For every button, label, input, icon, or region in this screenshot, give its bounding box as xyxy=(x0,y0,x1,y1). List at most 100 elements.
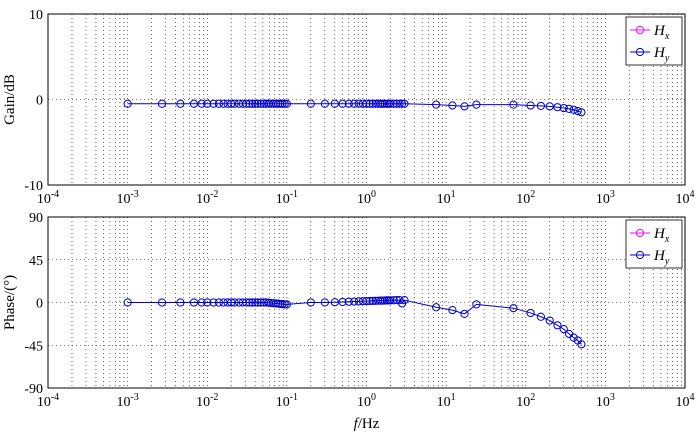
data-point xyxy=(280,300,289,309)
y-axis-label: Gain/dB xyxy=(2,74,18,125)
data-point xyxy=(386,296,395,305)
x-tick-label: 10-4 xyxy=(37,392,59,410)
x-tick-label: 10-4 xyxy=(37,189,59,207)
x-tick-label: 101 xyxy=(437,392,456,410)
data-point xyxy=(227,298,236,307)
data-point xyxy=(256,298,265,307)
data-point xyxy=(245,99,254,108)
data-point xyxy=(306,298,315,307)
data-point xyxy=(209,298,218,307)
data-point xyxy=(197,298,206,307)
data-point xyxy=(344,99,353,108)
x-tick-label: 100 xyxy=(357,189,376,207)
legend-label: Hx xyxy=(653,226,670,245)
legend-box xyxy=(625,219,683,269)
data-point xyxy=(176,99,185,108)
data-point xyxy=(509,304,518,313)
data-point xyxy=(276,99,285,108)
data-point xyxy=(271,299,281,308)
series-Hy xyxy=(123,99,586,117)
legend-marker xyxy=(635,25,645,35)
data-point xyxy=(432,100,441,109)
plot-frame xyxy=(47,216,686,389)
data-point xyxy=(559,325,568,334)
legend-label: Hy xyxy=(653,45,670,64)
data-point xyxy=(577,340,586,349)
data-point xyxy=(157,298,167,307)
x-axis-label: f/Hz xyxy=(354,416,380,432)
y-tick-label: -90 xyxy=(24,382,43,397)
y-tick-label: -45 xyxy=(24,339,43,354)
data-point xyxy=(368,99,377,108)
data-point xyxy=(545,102,554,111)
data-point xyxy=(460,309,469,318)
data-point xyxy=(197,99,206,108)
data-point xyxy=(376,99,385,108)
data-point xyxy=(553,103,562,112)
data-point xyxy=(400,296,409,305)
data-point xyxy=(230,298,239,307)
data-point xyxy=(350,297,359,306)
data-point xyxy=(338,297,347,307)
x-tick-label: 10-3 xyxy=(116,189,138,207)
data-point xyxy=(320,298,329,307)
data-point xyxy=(189,298,199,307)
data-point xyxy=(274,99,283,108)
data-point xyxy=(203,99,212,108)
data-point xyxy=(365,296,374,306)
data-point xyxy=(376,296,385,305)
data-point xyxy=(536,101,546,111)
data-point xyxy=(123,298,132,307)
data-point xyxy=(362,296,371,306)
data-point xyxy=(350,99,359,108)
y-tick-label: 90 xyxy=(29,211,43,226)
y-tick-label: -10 xyxy=(24,179,43,194)
data-point xyxy=(386,99,395,108)
data-point xyxy=(248,298,257,307)
data-point xyxy=(242,99,251,108)
data-point xyxy=(448,306,457,315)
data-point xyxy=(569,333,578,342)
data-point xyxy=(395,99,404,108)
data-point xyxy=(203,298,212,307)
data-point xyxy=(219,298,228,307)
data-point xyxy=(564,104,574,114)
series-line xyxy=(127,299,582,345)
data-point xyxy=(245,298,254,307)
data-point xyxy=(365,99,374,108)
series-Hy xyxy=(123,296,586,349)
data-point xyxy=(282,99,291,108)
data-point xyxy=(330,99,339,108)
data-point xyxy=(398,99,407,108)
data-point xyxy=(256,99,265,108)
x-tick-label: 103 xyxy=(596,392,615,410)
y-tick-label: 0 xyxy=(36,297,43,312)
data-point xyxy=(354,99,363,108)
data-point xyxy=(536,312,546,321)
x-tick-label: 103 xyxy=(596,189,615,207)
legend: Hx Hy xyxy=(625,219,683,269)
y-tick-label: 0 xyxy=(36,94,43,109)
data-point xyxy=(344,297,353,306)
data-point xyxy=(251,298,260,307)
data-point xyxy=(320,99,329,108)
grid xyxy=(48,14,685,185)
data-point xyxy=(271,99,281,108)
y-axis-label: Phase/(°) xyxy=(2,275,18,330)
data-point xyxy=(448,101,457,110)
data-point xyxy=(472,300,481,309)
legend-marker xyxy=(635,228,645,238)
x-tick-label: 104 xyxy=(676,392,695,410)
data-point xyxy=(362,99,371,108)
panel-1: 10-4 10-3 10-2 10-1 100 101 102 103 104100-10Gai… xyxy=(2,8,695,207)
data-point xyxy=(460,102,469,111)
data-point xyxy=(368,296,377,305)
data-point xyxy=(280,99,289,108)
x-tick-label: 10-3 xyxy=(116,392,138,410)
data-point xyxy=(472,100,481,109)
data-point xyxy=(330,298,339,307)
legend-marker xyxy=(635,47,645,57)
data-point xyxy=(157,99,167,108)
data-point xyxy=(569,105,578,114)
